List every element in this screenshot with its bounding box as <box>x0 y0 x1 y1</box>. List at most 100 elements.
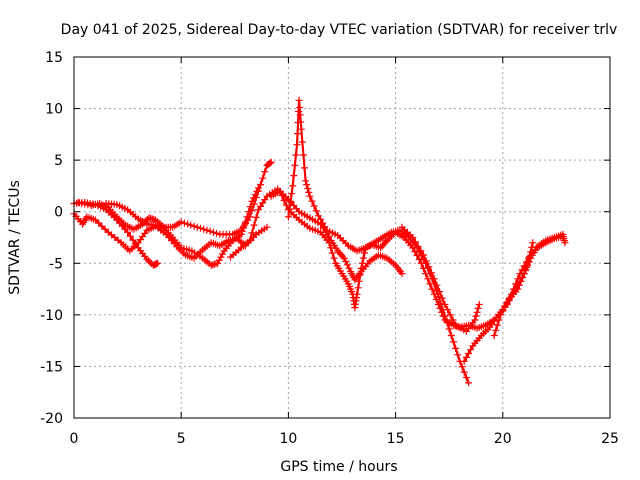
data-point <box>253 187 261 195</box>
data-point <box>252 213 260 221</box>
data-point <box>286 205 293 213</box>
data-point <box>78 199 85 207</box>
data-point <box>525 257 532 265</box>
data-point <box>436 288 444 296</box>
data-point <box>503 299 511 307</box>
data-point <box>284 213 292 221</box>
data-point <box>499 307 507 315</box>
data-point <box>263 223 271 231</box>
data-point <box>74 198 82 206</box>
data-point <box>441 312 449 320</box>
data-point <box>292 151 300 159</box>
data-series-arc-8 <box>398 223 483 335</box>
data-point <box>251 191 259 199</box>
y-tick-label: -10 <box>40 308 63 324</box>
data-point <box>467 346 475 354</box>
data-point <box>295 96 303 104</box>
data-point <box>250 194 258 202</box>
chart-title: Day 041 of 2025, Sidereal Day-to-day VTE… <box>61 22 618 38</box>
data-point <box>450 338 457 346</box>
data-point <box>280 196 288 204</box>
x-axis-label: GPS time / hours <box>280 459 397 475</box>
data-point <box>126 232 134 240</box>
data-point <box>354 284 362 292</box>
data-point <box>193 223 201 231</box>
data-point <box>497 311 505 319</box>
data-point <box>299 151 307 159</box>
data-point <box>514 285 522 293</box>
data-point <box>417 247 425 255</box>
data-point <box>215 256 223 264</box>
data-point <box>561 239 569 247</box>
data-point <box>308 197 316 205</box>
data-point <box>411 238 419 246</box>
data-point <box>314 212 322 220</box>
data-point <box>305 188 313 196</box>
data-point <box>129 236 137 244</box>
data-point <box>528 243 536 251</box>
data-point <box>420 251 427 259</box>
data-point <box>462 374 470 381</box>
data-point <box>460 368 468 376</box>
x-tick-label: 10 <box>279 431 297 447</box>
data-point <box>248 229 256 237</box>
data-point <box>493 321 501 329</box>
data-point <box>471 316 479 324</box>
data-point <box>465 379 472 387</box>
data-point <box>245 208 253 216</box>
data-point <box>359 254 367 262</box>
data-point <box>437 299 445 307</box>
y-tick-label: -5 <box>49 256 63 272</box>
y-tick-label: -15 <box>40 359 63 375</box>
data-point <box>475 301 483 308</box>
data-point <box>310 202 318 210</box>
data-point <box>95 219 103 227</box>
data-point <box>243 213 251 221</box>
data-point <box>296 104 304 111</box>
data-point <box>357 264 365 272</box>
data-point <box>306 192 314 200</box>
data-point <box>187 221 195 229</box>
data-point <box>298 138 306 146</box>
data-point <box>519 274 527 281</box>
data-point <box>342 258 350 265</box>
data-point <box>91 216 99 224</box>
tick-layer: 0 5 10 15 20 25 -20 -15 -10 -5 0 5 10 15 <box>40 50 619 447</box>
data-point <box>445 325 453 333</box>
data-point <box>296 111 304 119</box>
data-point <box>197 224 204 232</box>
data-layer <box>70 96 569 387</box>
data-point <box>520 270 528 278</box>
data-point <box>328 249 336 257</box>
data-point <box>312 207 320 215</box>
data-point <box>515 281 523 289</box>
data-point <box>143 255 151 263</box>
data-point <box>517 277 525 285</box>
data-point <box>441 301 449 308</box>
data-point <box>293 141 301 149</box>
data-point <box>289 182 297 190</box>
data-point <box>190 222 198 230</box>
data-point <box>358 259 366 267</box>
data-point <box>248 197 256 205</box>
data-point <box>327 244 335 252</box>
data-point <box>526 253 534 261</box>
data-point <box>490 332 498 339</box>
data-point <box>254 184 262 192</box>
data-point <box>317 215 325 223</box>
data-point <box>472 312 480 320</box>
data-point <box>217 253 225 261</box>
data-point <box>214 259 222 267</box>
data-point <box>238 227 246 235</box>
data-point <box>304 185 312 192</box>
data-point <box>291 161 299 169</box>
data-point <box>261 168 269 176</box>
data-point <box>297 125 305 133</box>
data-point <box>319 219 327 227</box>
data-point <box>303 181 311 189</box>
data-point <box>276 187 284 195</box>
data-point <box>449 316 457 324</box>
data-point <box>98 222 106 230</box>
data-point <box>81 200 89 208</box>
data-point <box>209 228 217 236</box>
